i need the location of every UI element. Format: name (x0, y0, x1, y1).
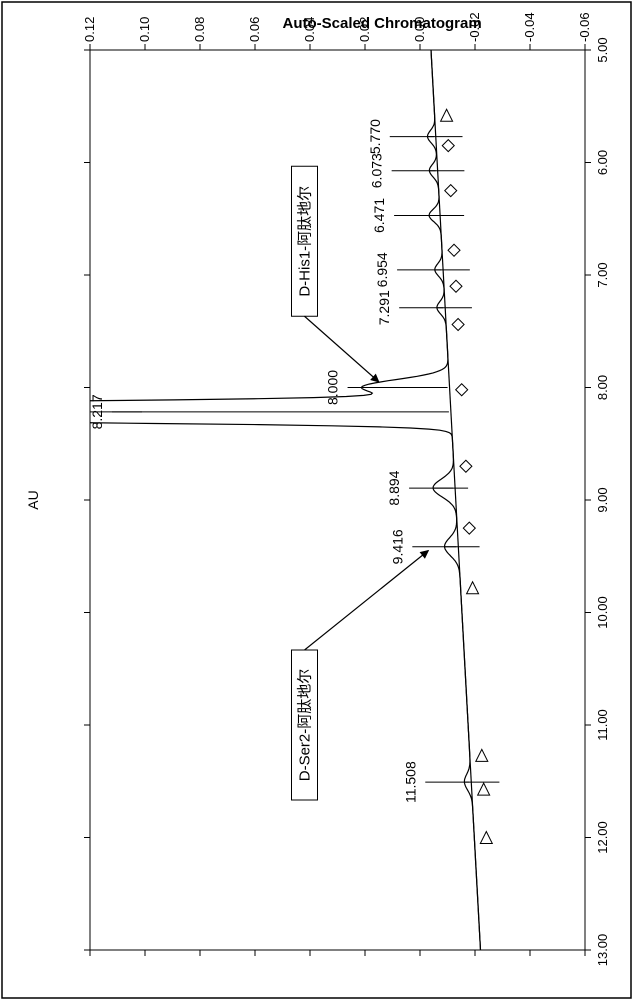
peak-label: 8.217 (89, 394, 105, 429)
plot-border (90, 50, 585, 950)
au-tick-label: 0.08 (192, 17, 207, 42)
au-tick-label: -0.06 (577, 12, 592, 42)
diamond-marker (456, 384, 468, 396)
diamond-marker (442, 140, 454, 152)
peak-label: 11.508 (402, 761, 418, 803)
diamond-marker (450, 280, 462, 292)
peak-label: 5.770 (367, 119, 383, 154)
diamond-marker (445, 185, 457, 197)
chromatogram-chart: Auto-Scaled Chromatogram-0.06-0.04-0.020… (0, 0, 633, 1000)
callout-text: D-Ser2-阿肽地尔 (297, 669, 314, 782)
au-tick-label: -0.02 (467, 12, 482, 42)
au-tick-label: 0.04 (302, 17, 317, 42)
rt-tick-label: 8.00 (595, 375, 610, 400)
triangle-marker (476, 749, 488, 761)
rt-tick-label: 11.00 (595, 709, 610, 741)
rt-tick-label: 13.00 (595, 934, 610, 967)
diamond-marker (463, 522, 475, 534)
peak-label: 8.894 (386, 470, 402, 505)
triangle-marker (480, 832, 492, 844)
au-tick-label: -0.04 (522, 12, 537, 42)
rt-tick-label: 5.00 (595, 37, 610, 62)
peak-label: 6.471 (371, 198, 387, 233)
au-tick-label: 0.06 (247, 17, 262, 42)
peak-label: 6.073 (369, 153, 385, 188)
rt-tick-label: 7.00 (595, 262, 610, 287)
triangle-marker (441, 109, 453, 121)
au-axis-label: AU (25, 490, 41, 509)
callout-arrow (305, 316, 379, 382)
peak-label: 8.000 (325, 370, 341, 405)
rt-tick-label: 10.00 (595, 596, 610, 629)
peak-label: 7.291 (376, 290, 392, 325)
au-tick-label: 0.12 (82, 17, 97, 42)
diamond-marker (452, 319, 464, 331)
rt-tick-label: 9.00 (595, 487, 610, 512)
outer-border (2, 2, 631, 998)
rt-tick-label: 12.00 (595, 821, 610, 854)
diamond-marker (448, 244, 460, 256)
callout-arrow (305, 551, 429, 650)
triangle-marker (478, 783, 490, 795)
diamond-marker (460, 460, 472, 472)
au-tick-label: 0.02 (357, 17, 372, 42)
callout-text: D-His1-阿肽地尔 (297, 186, 314, 297)
au-tick-label: 0.00 (412, 17, 427, 42)
triangle-marker (467, 582, 479, 594)
peak-label: 6.954 (374, 252, 390, 287)
rt-tick-label: 6.00 (595, 150, 610, 175)
curve-group (63, 50, 500, 950)
chromatogram-curve (63, 50, 481, 950)
peak-label: 9.416 (389, 529, 405, 564)
callout-arrowhead (420, 551, 428, 558)
baseline (431, 50, 481, 950)
au-tick-label: 0.10 (137, 17, 152, 42)
